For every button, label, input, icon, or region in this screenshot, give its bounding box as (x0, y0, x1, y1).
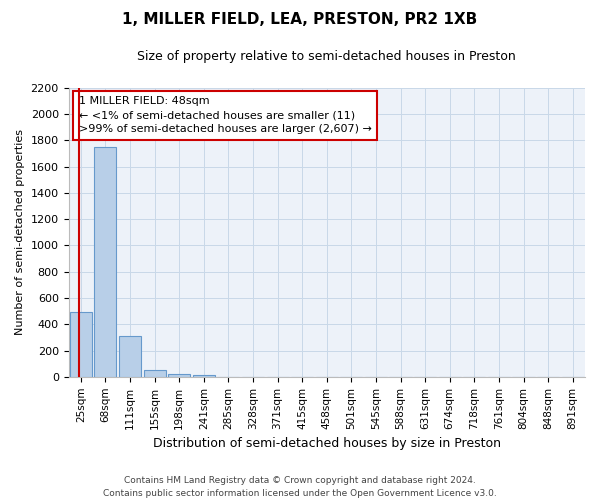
Bar (119, 336, 141, 377)
X-axis label: Distribution of semi-detached houses by size in Preston: Distribution of semi-detached houses by … (153, 437, 501, 450)
Bar (94, 147, 116, 377)
Title: Size of property relative to semi-detached houses in Preston: Size of property relative to semi-detach… (137, 50, 516, 63)
Bar (193, 375, 215, 377)
Text: 1 MILLER FIELD: 48sqm
← <1% of semi-detached houses are smaller (11)
>99% of sem: 1 MILLER FIELD: 48sqm ← <1% of semi-deta… (79, 96, 372, 134)
Y-axis label: Number of semi-detached properties: Number of semi-detached properties (15, 130, 25, 336)
Bar (168, 374, 190, 377)
Text: 1, MILLER FIELD, LEA, PRESTON, PR2 1XB: 1, MILLER FIELD, LEA, PRESTON, PR2 1XB (122, 12, 478, 28)
Bar (143, 370, 166, 377)
Text: Contains HM Land Registry data © Crown copyright and database right 2024.
Contai: Contains HM Land Registry data © Crown c… (103, 476, 497, 498)
Bar (70, 312, 92, 377)
